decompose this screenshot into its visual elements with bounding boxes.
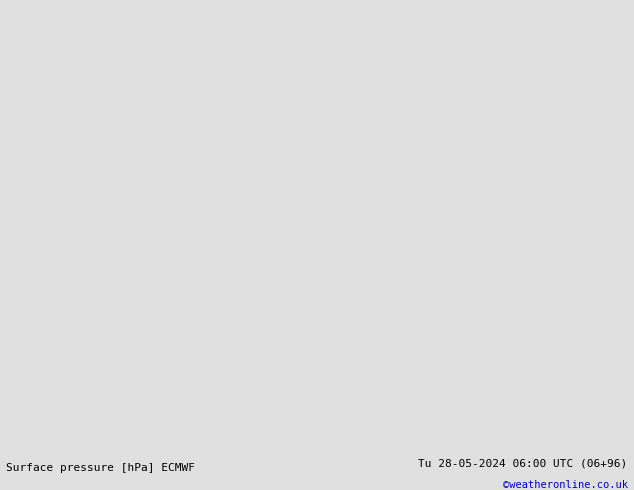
Text: Surface pressure [hPa] ECMWF: Surface pressure [hPa] ECMWF (6, 463, 195, 473)
Text: Tu 28-05-2024 06:00 UTC (06+96): Tu 28-05-2024 06:00 UTC (06+96) (418, 458, 628, 468)
Text: ©weatheronline.co.uk: ©weatheronline.co.uk (503, 480, 628, 490)
